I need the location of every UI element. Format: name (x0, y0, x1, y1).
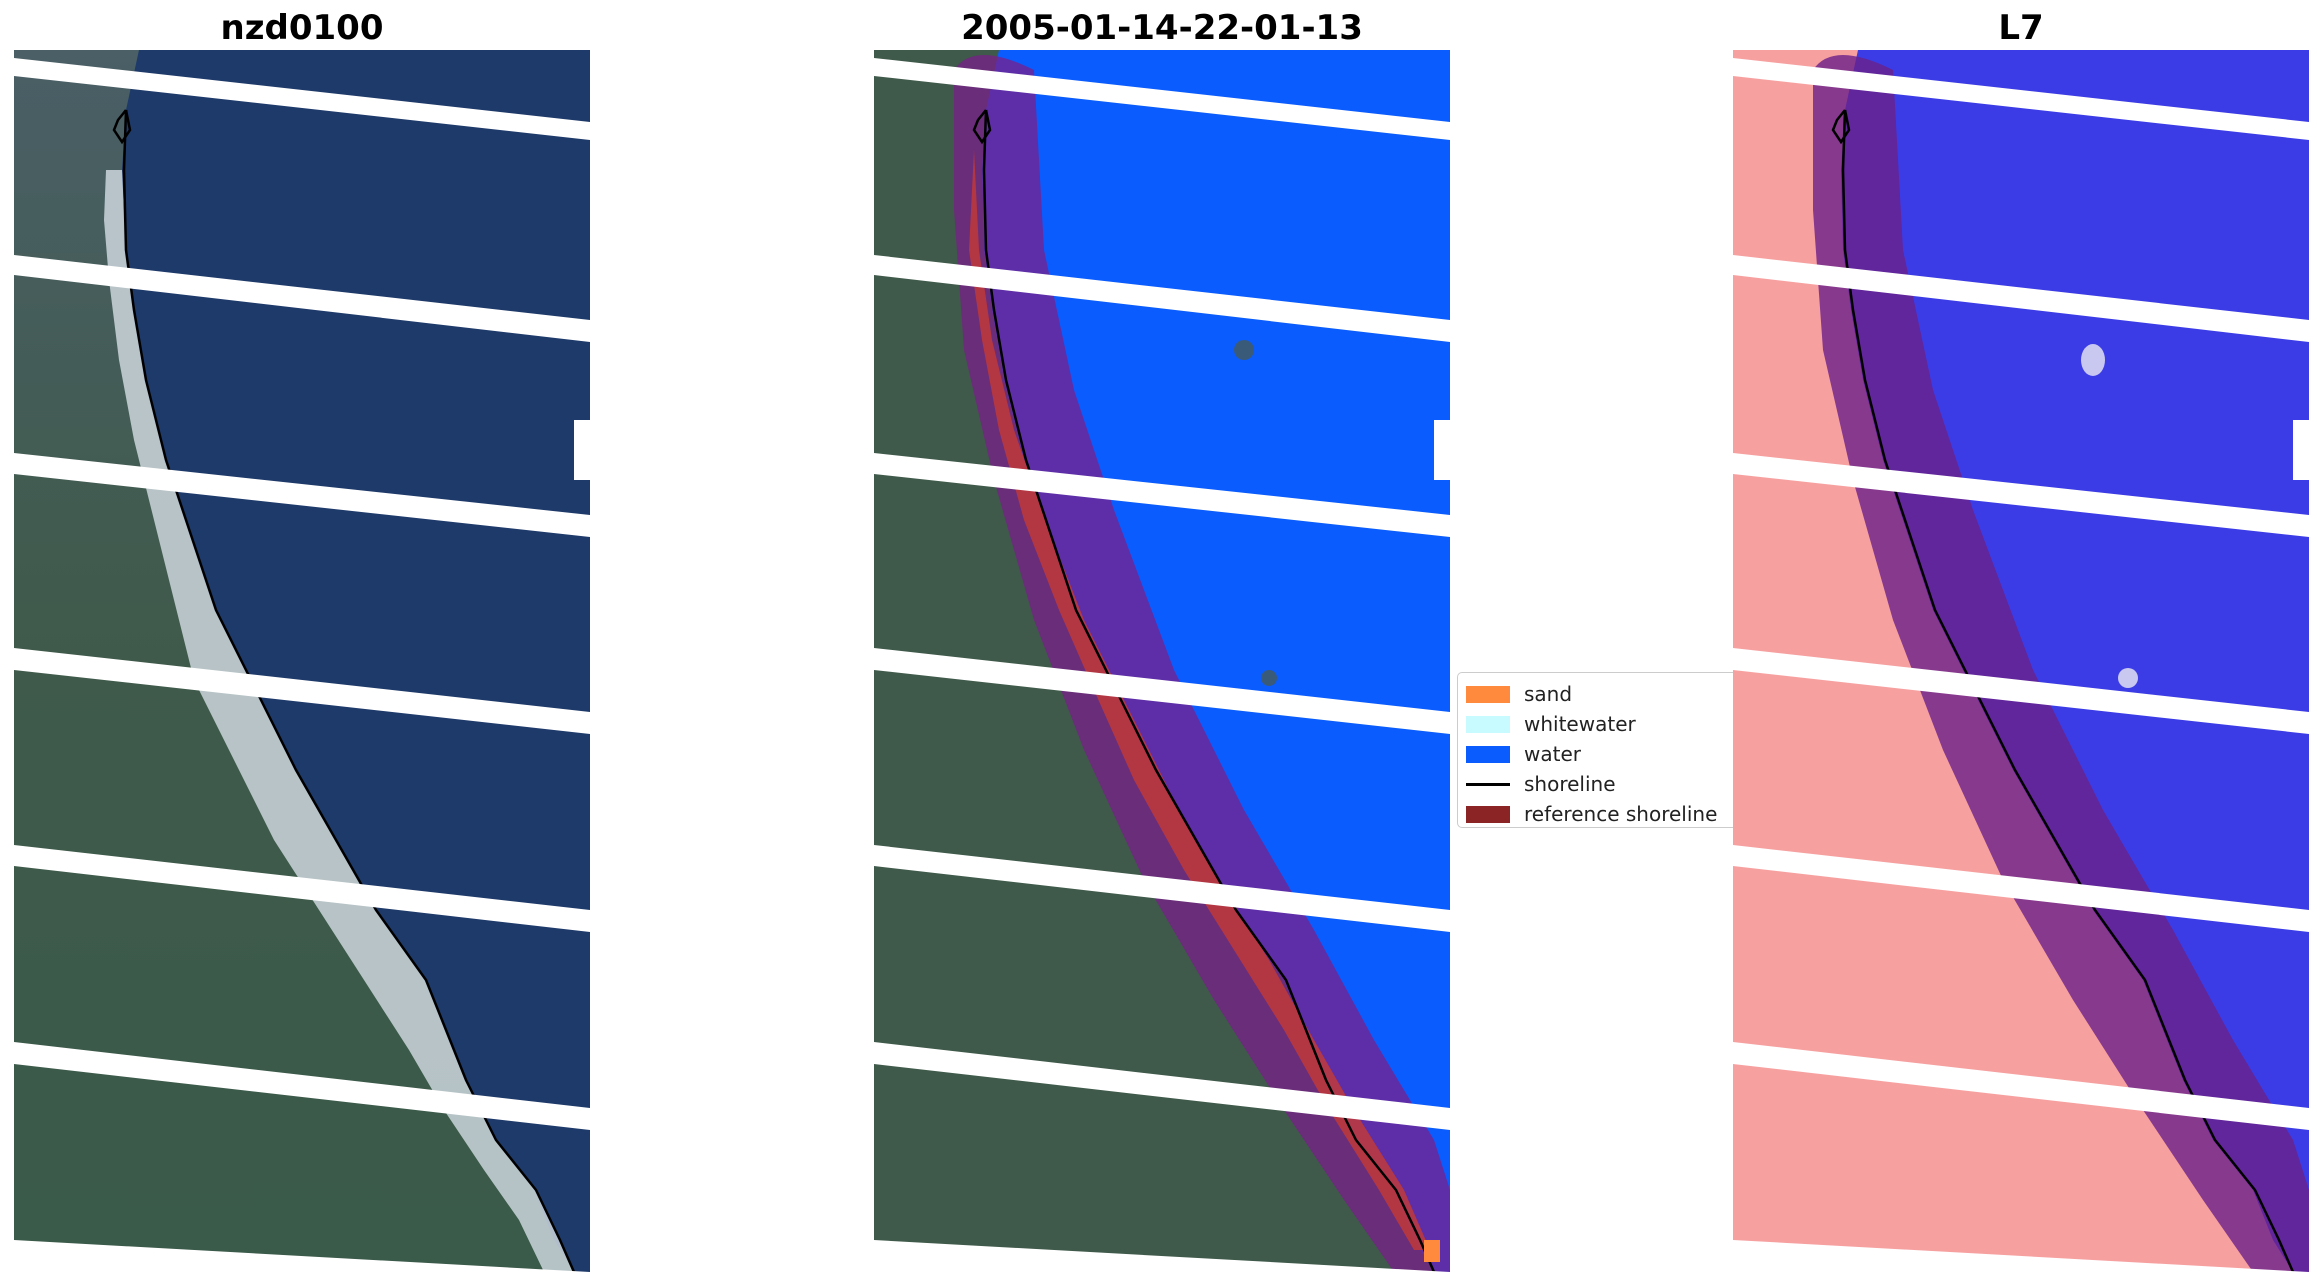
ocean-area (122, 50, 590, 1272)
index-image (1733, 50, 2309, 1272)
shoreline-inlet (112, 109, 132, 145)
shoreline-line-swatch (1466, 782, 1510, 786)
scan-gaps (14, 58, 590, 1272)
legend-label: sand (1524, 682, 1573, 706)
reference-shoreline-buffer (1813, 55, 2309, 1272)
rgb-image (14, 50, 590, 1272)
reference-shoreline-swatch (1466, 805, 1510, 823)
legend-label: shoreline (1524, 772, 1616, 796)
reference-shoreline-buffer (954, 55, 1450, 1272)
cloud-patch (2118, 668, 2138, 688)
cloud-patch (2081, 344, 2105, 376)
classified-image (874, 50, 1450, 1272)
legend-label: whitewater (1524, 712, 1636, 736)
water-swatch (1466, 745, 1510, 763)
classified-image-panel (874, 50, 1450, 1272)
cloud-patch (1234, 340, 1254, 360)
shoreline-inlet (972, 109, 992, 145)
panel-title-index: L7 (1998, 8, 2044, 48)
cloud-patch (1261, 670, 1277, 686)
whitewater-swatch (1466, 715, 1510, 733)
shoreline-inlet (1831, 109, 1851, 145)
scan-gaps (874, 58, 1450, 1272)
legend-label: water (1524, 742, 1581, 766)
sand-patch (1424, 1240, 1440, 1262)
sand-swatch (1466, 685, 1510, 703)
panel-title-rgb: nzd0100 (220, 8, 384, 48)
panel-title-classified: 2005-01-14-22-01-13 (961, 8, 1363, 48)
scan-gaps (1733, 58, 2309, 1272)
legend-label: reference shoreline (1524, 802, 1718, 826)
shoreline (1841, 109, 2295, 1272)
shoreline (122, 109, 576, 1272)
index-image-panel (1733, 50, 2309, 1272)
rgb-image-panel (14, 50, 590, 1272)
shoreline (982, 109, 1436, 1272)
